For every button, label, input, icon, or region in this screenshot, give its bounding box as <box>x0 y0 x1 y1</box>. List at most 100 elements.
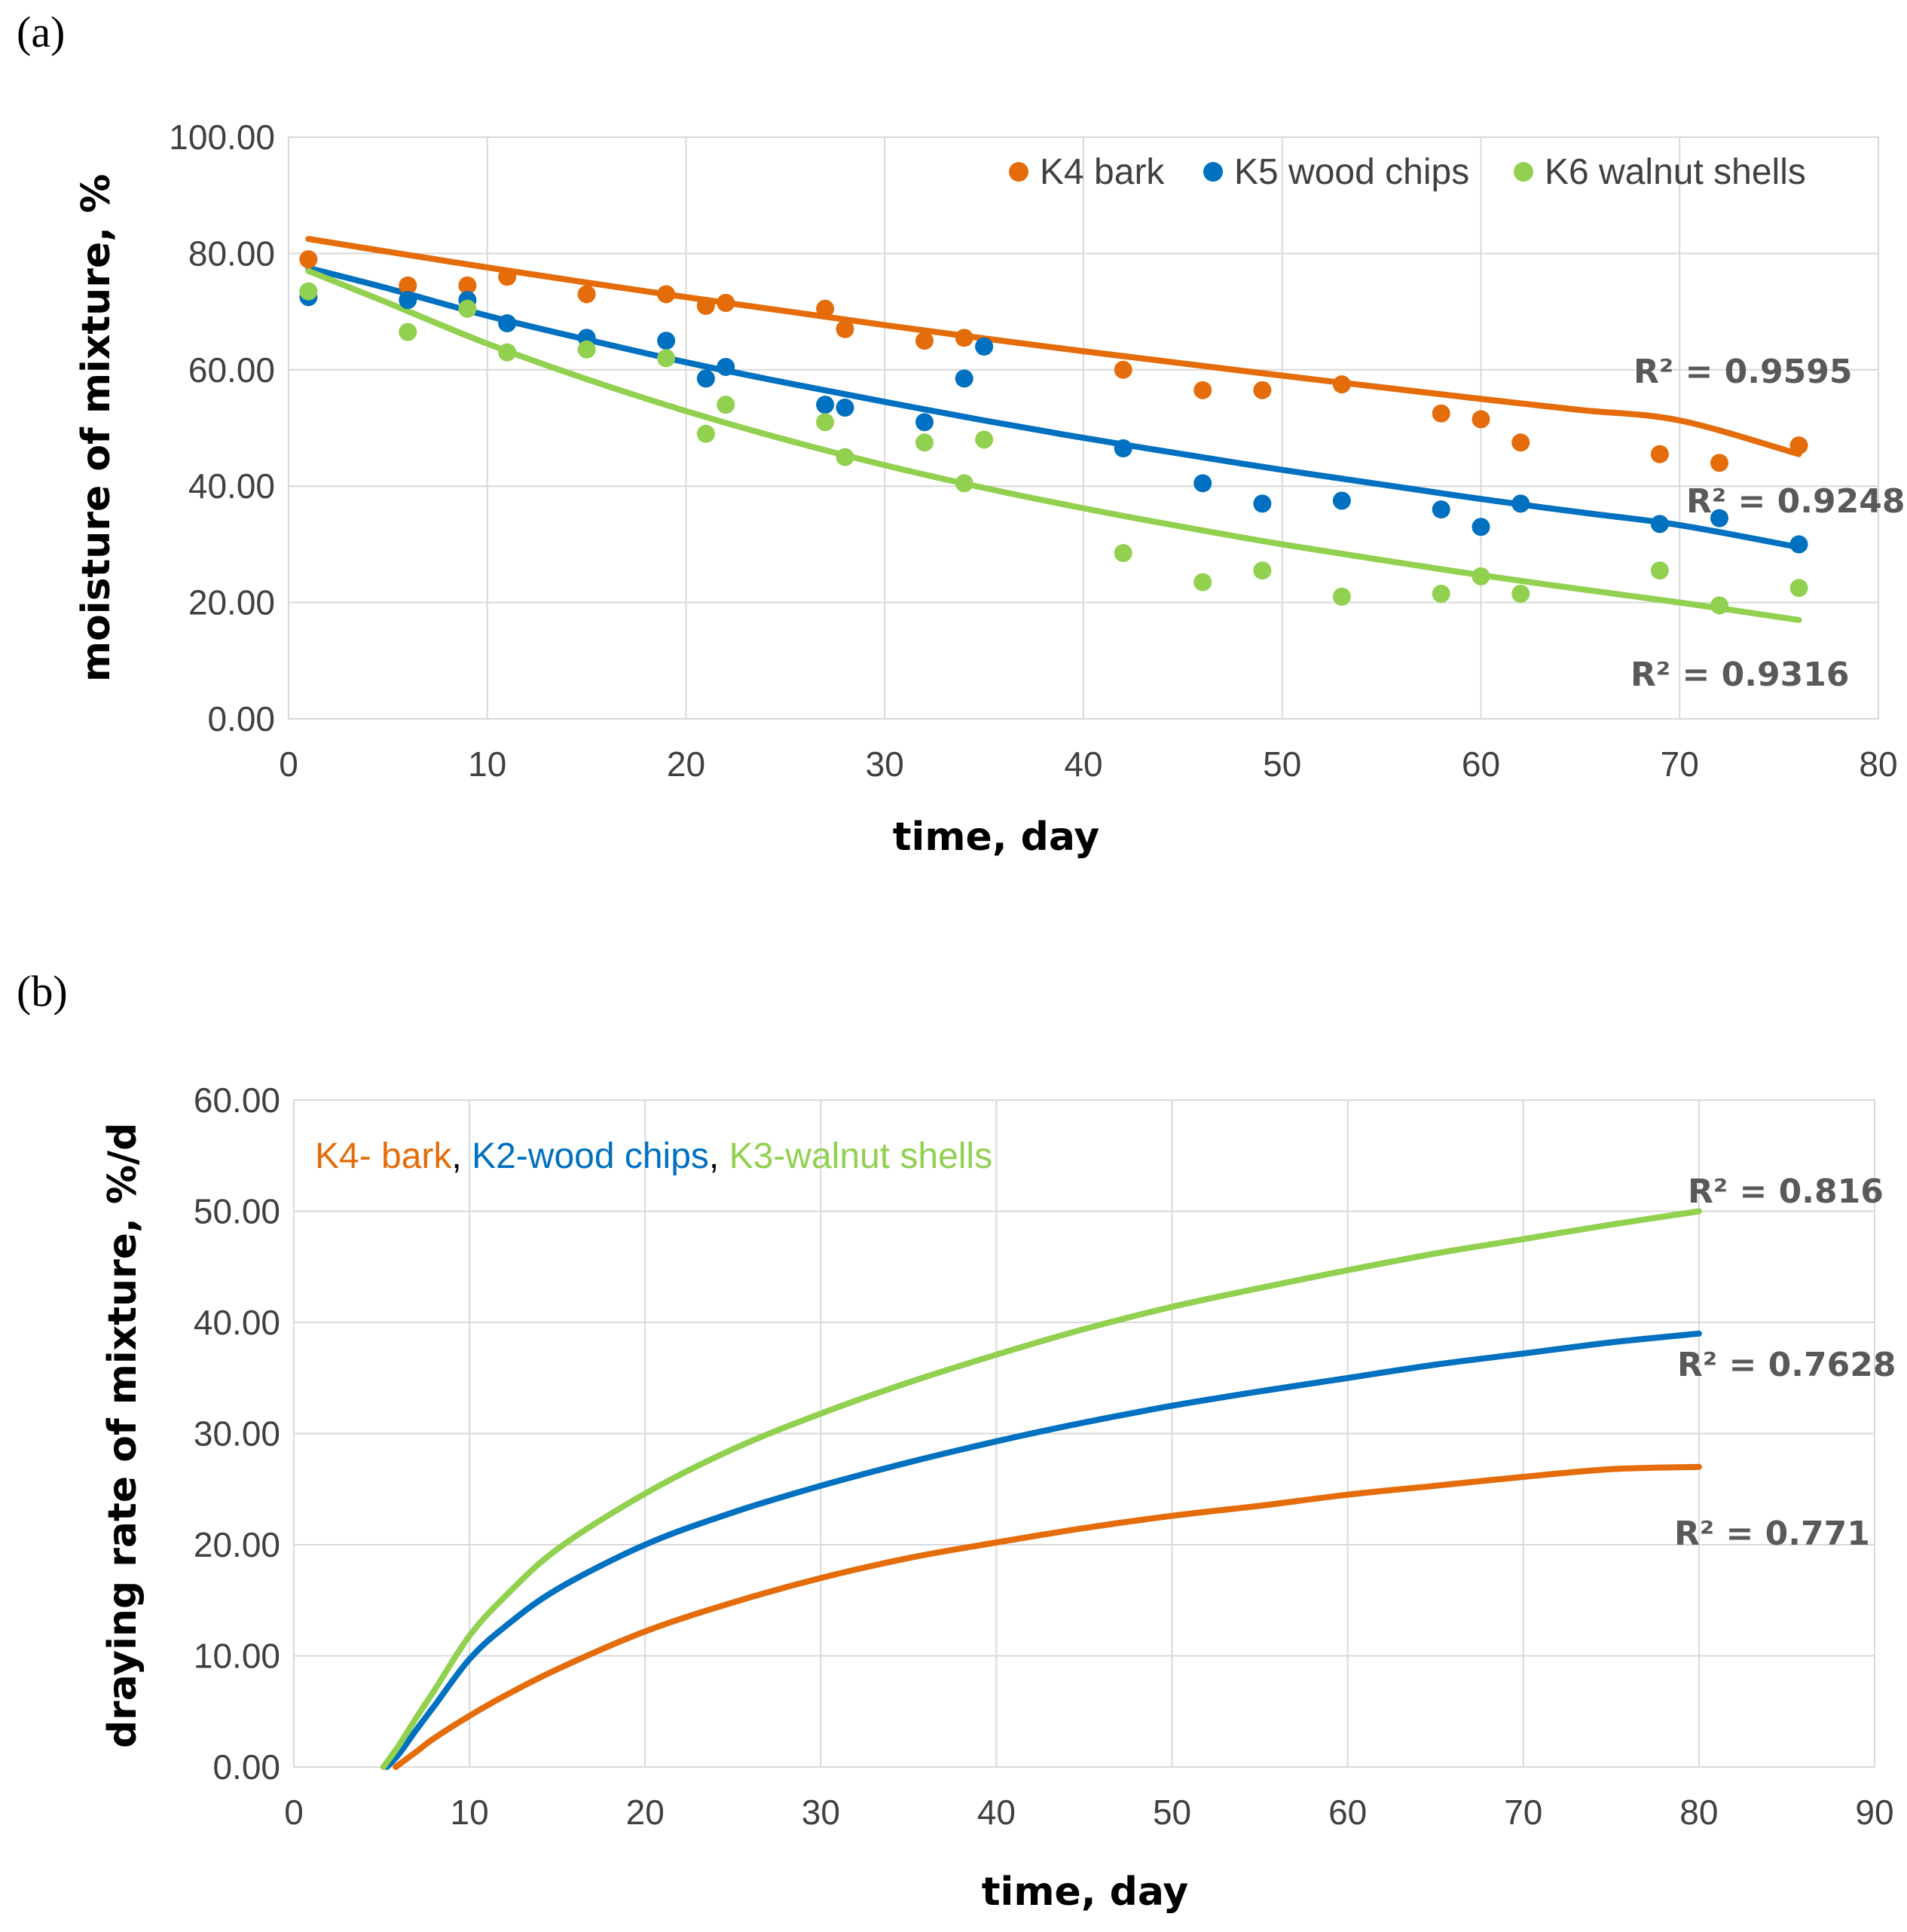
x-tick-label-b: 40 <box>977 1793 1016 1832</box>
point-k6-walnut-shells <box>577 340 596 359</box>
y-tick-label-b: 0.00 <box>212 1747 280 1787</box>
point-k6-walnut-shells <box>1472 567 1490 585</box>
r2-label-k4-b: R² = 0.771 <box>1674 1515 1870 1553</box>
point-k6-walnut-shells <box>1432 585 1450 604</box>
y-axis-title-b: draying rate of mixture, %/d <box>100 1123 145 1748</box>
point-k6-walnut-shells <box>975 430 994 449</box>
chart-b: (b) 0.00 10.00 20.00 30.00 40.00 50.00 60.00 0… <box>17 967 1896 1915</box>
point-k5-wood-chips <box>836 398 854 417</box>
point-k5-wood-chips <box>1472 518 1490 536</box>
point-k4-bark <box>1114 360 1132 379</box>
point-k6-walnut-shells <box>816 413 835 432</box>
x-tick-label-b: 60 <box>1328 1793 1367 1832</box>
point-k5-wood-chips <box>915 413 934 432</box>
legend-separator-2: , <box>709 1136 729 1176</box>
point-k6-walnut-shells <box>458 299 477 318</box>
r2-label-k4: R² = 0.9595 <box>1633 353 1852 391</box>
y-tick-labels-a: 0.00 20.00 40.00 60.00 80.00 100.00 <box>169 118 275 738</box>
point-k6-walnut-shells <box>717 396 735 414</box>
point-k4-bark <box>458 276 477 295</box>
x-axis-title-b: time, day <box>982 1869 1189 1915</box>
point-k6-walnut-shells <box>498 343 517 362</box>
point-k5-wood-chips <box>696 369 715 388</box>
r2-label-k2: R² = 0.7628 <box>1677 1346 1896 1384</box>
point-k4-bark <box>816 299 835 318</box>
x-tick-labels-a: 0 10 20 30 40 50 60 70 80 <box>279 744 1897 784</box>
y-tick-label-a: 100.00 <box>169 118 275 157</box>
point-k6-walnut-shells <box>955 474 973 493</box>
point-k5-wood-chips <box>1253 494 1272 513</box>
point-k5-wood-chips <box>1114 439 1132 458</box>
x-tick-label-a: 60 <box>1462 744 1500 784</box>
y-tick-label-a: 20.00 <box>188 583 275 622</box>
point-k4-bark <box>915 332 934 350</box>
point-k5-wood-chips <box>955 369 973 388</box>
point-k6-walnut-shells <box>657 349 676 368</box>
r2-label-k5: R² = 0.9248 <box>1686 482 1905 521</box>
point-k5-wood-chips <box>1789 535 1808 554</box>
curve-k3-walnut-shells <box>380 1208 1702 1770</box>
x-tick-labels-b: 0 10 20 30 40 50 60 70 80 90 <box>284 1793 1893 1832</box>
point-k5-wood-chips <box>1650 515 1669 533</box>
x-tick-label-b: 30 <box>802 1793 840 1832</box>
point-k5-wood-chips <box>498 314 517 333</box>
point-k5-wood-chips <box>975 337 994 356</box>
point-k6-walnut-shells <box>696 424 715 443</box>
trendline-k5-wood-chips <box>305 264 1802 551</box>
point-k6-walnut-shells <box>399 323 417 341</box>
point-k4-bark <box>1472 410 1490 429</box>
point-k4-bark <box>836 319 854 338</box>
trendline-k4-bark <box>305 236 1802 457</box>
point-k6-walnut-shells <box>1789 579 1808 598</box>
x-tick-label-a: 30 <box>866 744 904 784</box>
point-k6-walnut-shells <box>1650 561 1669 580</box>
point-k6-walnut-shells <box>1253 561 1272 580</box>
point-k4-bark <box>1710 454 1728 472</box>
y-tick-label-b: 50.00 <box>194 1192 280 1231</box>
x-tick-label-b: 50 <box>1153 1793 1191 1832</box>
x-tick-label-a: 50 <box>1263 744 1301 784</box>
legend-marker-k6 <box>1514 162 1533 182</box>
trendlines-a <box>305 236 1802 623</box>
curve-k2-wood-chips <box>384 1330 1702 1770</box>
y-tick-label-a: 80.00 <box>188 234 275 273</box>
point-k4-bark <box>299 250 318 269</box>
y-tick-label-a: 60.00 <box>188 350 275 390</box>
point-k4-bark <box>1193 381 1212 399</box>
x-tick-label-b: 20 <box>626 1793 665 1832</box>
x-tick-label-a: 20 <box>667 744 705 784</box>
point-k5-wood-chips <box>1511 494 1530 513</box>
y-tick-label-a: 40.00 <box>188 466 275 506</box>
point-k4-bark <box>696 296 715 315</box>
x-tick-label-a: 0 <box>279 744 298 784</box>
point-k4-bark <box>955 329 973 347</box>
x-tick-label-b: 10 <box>451 1793 489 1832</box>
x-tick-label-a: 70 <box>1661 744 1699 784</box>
legend-part-k4: K4- bark <box>315 1136 452 1176</box>
data-points-a <box>299 250 1808 615</box>
x-tick-label-a: 10 <box>468 744 506 784</box>
point-k6-walnut-shells <box>1710 596 1728 615</box>
y-tick-label-b: 20.00 <box>194 1525 280 1564</box>
x-axis-title-a: time, day <box>893 815 1100 860</box>
point-k5-wood-chips <box>717 357 735 376</box>
panel-label-a: (a) <box>17 8 65 57</box>
y-tick-label-b: 10.00 <box>194 1637 280 1676</box>
trendline-k6-walnut-shells <box>305 267 1802 623</box>
legend-label-k6: K6 walnut shells <box>1545 152 1806 192</box>
point-k6-walnut-shells <box>1332 587 1351 606</box>
legend-separator-1: , <box>451 1136 472 1176</box>
x-tick-label-a: 40 <box>1064 744 1102 784</box>
x-tick-label-b: 90 <box>1855 1793 1893 1832</box>
y-tick-label-b: 60.00 <box>194 1081 280 1120</box>
x-tick-label-b: 80 <box>1679 1793 1718 1832</box>
x-tick-label-b: 70 <box>1504 1793 1542 1832</box>
legend-label-k4: K4 bark <box>1040 152 1165 192</box>
gridlines-a <box>288 136 1879 720</box>
point-k5-wood-chips <box>657 332 676 350</box>
point-k4-bark <box>717 294 735 313</box>
y-tick-label-b: 30.00 <box>194 1414 280 1454</box>
panel-label-b: (b) <box>17 967 68 1016</box>
x-tick-label-b: 0 <box>284 1793 304 1832</box>
